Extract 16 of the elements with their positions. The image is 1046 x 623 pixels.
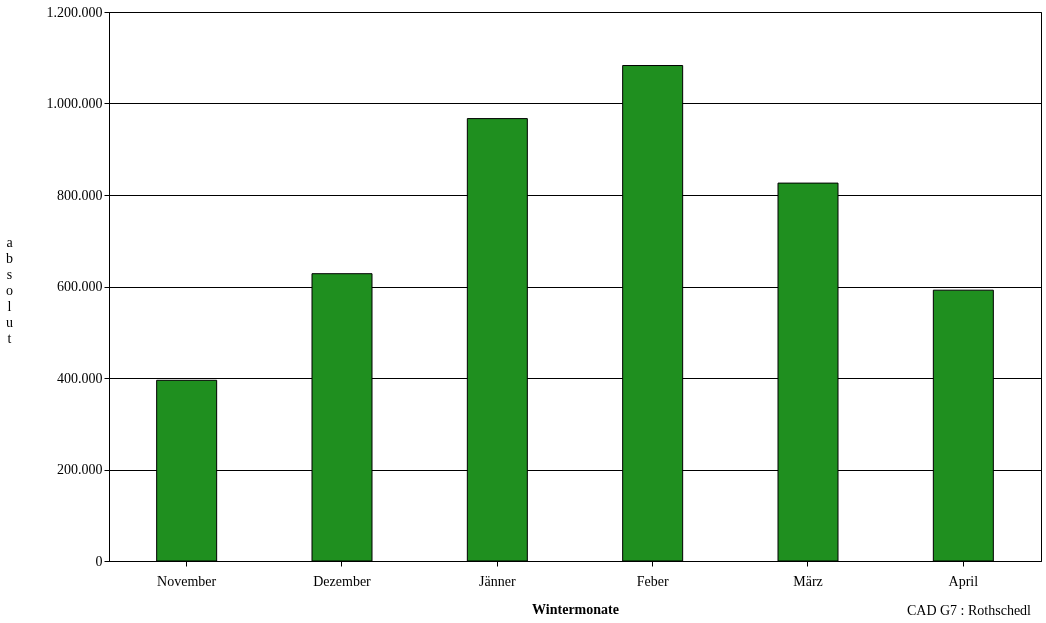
y-tick-label: 400.000 bbox=[57, 370, 103, 386]
text: CAD G7 : Rothschedl bbox=[906, 603, 1032, 618]
x-axis-title: Wintermonate bbox=[532, 601, 619, 617]
y-tick-label: 0 bbox=[95, 553, 103, 569]
y-tick-label: 800.000 bbox=[57, 187, 103, 203]
y-tick-label: 1.200.000 bbox=[46, 4, 103, 20]
y-tick-label: 1.000.000 bbox=[46, 96, 103, 111]
x-tick-label: November bbox=[157, 573, 217, 589]
x-tick-label: April bbox=[948, 573, 979, 589]
x-tick-label: Dezember bbox=[313, 573, 372, 589]
y-tick-label: 600.000 bbox=[57, 279, 103, 294]
x-tick-label: März bbox=[793, 573, 823, 589]
x-tick-label: Jänner bbox=[479, 573, 516, 589]
y-axis-title: absolut bbox=[6, 234, 14, 346]
y-tick-label: 200.000 bbox=[57, 462, 103, 477]
x-tick-label: Feber bbox=[636, 573, 669, 589]
